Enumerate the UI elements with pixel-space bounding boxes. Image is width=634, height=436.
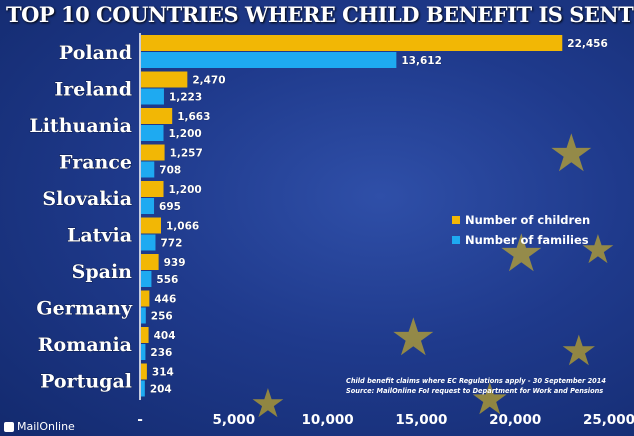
legend-swatch-children bbox=[452, 216, 460, 224]
bar-families bbox=[141, 88, 164, 105]
bar-families bbox=[141, 161, 155, 178]
data-label-children: 404 bbox=[154, 330, 176, 342]
data-label-families: 13,612 bbox=[401, 55, 442, 67]
star-icon: ★ bbox=[548, 124, 595, 184]
category-label: Portugal bbox=[40, 371, 132, 393]
note-line-2: Source: MailOnline FoI request to Depart… bbox=[346, 387, 604, 395]
logo-icon bbox=[4, 421, 14, 432]
data-label-families: 236 bbox=[150, 347, 172, 359]
x-tick-label: 10,000 bbox=[302, 412, 354, 428]
bar-children bbox=[141, 35, 563, 51]
bar-children bbox=[141, 363, 147, 380]
brand-logo: MailOnline bbox=[4, 420, 75, 433]
x-tick-label: 25,000 bbox=[583, 412, 634, 428]
data-label-children: 1,257 bbox=[170, 148, 203, 160]
brand-name: MailOnline bbox=[17, 420, 75, 433]
data-label-children: 2,470 bbox=[192, 75, 225, 87]
data-label-families: 204 bbox=[150, 384, 172, 396]
x-tick-label: - bbox=[137, 412, 143, 428]
bar-children bbox=[141, 71, 188, 88]
bar-children bbox=[141, 327, 149, 343]
data-label-families: 695 bbox=[159, 201, 181, 213]
bar-families bbox=[141, 234, 156, 251]
chart-note: Child benefit claims where EC Regulation… bbox=[346, 376, 606, 396]
x-tick-label: 5,000 bbox=[212, 412, 255, 428]
bar-children bbox=[141, 108, 173, 124]
bar-children bbox=[141, 290, 150, 307]
category-label: Germany bbox=[36, 298, 133, 320]
data-label-families: 556 bbox=[156, 274, 178, 286]
bar-families bbox=[141, 52, 397, 68]
bar-children bbox=[141, 181, 164, 197]
legend: Number of children Number of families bbox=[452, 210, 590, 250]
bar-families bbox=[141, 125, 164, 141]
data-label-children: 314 bbox=[152, 367, 174, 379]
bar-families bbox=[141, 198, 155, 214]
data-label-families: 1,223 bbox=[169, 92, 202, 104]
bar-children bbox=[141, 144, 165, 161]
star-icon: ★ bbox=[580, 227, 616, 273]
star-icon: ★ bbox=[390, 308, 437, 368]
star-icon: ★ bbox=[470, 374, 510, 425]
data-label-families: 1,200 bbox=[169, 128, 202, 140]
x-tick-label: 20,000 bbox=[489, 412, 541, 428]
category-label: France bbox=[59, 152, 132, 174]
legend-swatch-families bbox=[452, 236, 460, 244]
bar-families bbox=[141, 344, 146, 360]
category-label: Latvia bbox=[67, 225, 132, 247]
data-label-families: 772 bbox=[160, 238, 182, 250]
bar-children bbox=[141, 254, 159, 270]
data-label-children: 1,663 bbox=[177, 111, 210, 123]
data-label-children: 1,200 bbox=[169, 184, 202, 196]
category-label: Lithuania bbox=[29, 115, 132, 137]
legend-item-families: Number of families bbox=[452, 230, 590, 250]
star-icon: ★ bbox=[498, 224, 545, 284]
data-label-children: 939 bbox=[164, 257, 186, 269]
category-label: Spain bbox=[72, 261, 133, 283]
bar-families bbox=[141, 380, 145, 397]
data-label-children: 1,066 bbox=[166, 221, 199, 233]
star-icon: ★ bbox=[250, 381, 286, 427]
star-icon: ★ bbox=[560, 326, 598, 375]
x-tick-label: 15,000 bbox=[395, 412, 447, 428]
chart-title: TOP 10 COUNTRIES WHERE CHILD BENEFIT IS … bbox=[6, 2, 634, 27]
data-label-children: 446 bbox=[154, 294, 176, 306]
data-label-children: 22,456 bbox=[567, 38, 608, 50]
data-label-families: 708 bbox=[159, 165, 181, 177]
note-line-1: Child benefit claims where EC Regulation… bbox=[346, 377, 606, 385]
bar-families bbox=[141, 271, 152, 287]
category-label: Poland bbox=[59, 42, 132, 64]
legend-item-children: Number of children bbox=[452, 210, 590, 230]
legend-label-children: Number of children bbox=[465, 213, 591, 227]
legend-label-families: Number of families bbox=[465, 233, 589, 247]
data-label-families: 256 bbox=[151, 311, 173, 323]
category-label: Romania bbox=[38, 334, 132, 356]
category-label: Ireland bbox=[54, 79, 132, 101]
bar-children bbox=[141, 217, 161, 234]
bar-families bbox=[141, 307, 146, 324]
category-label: Slovakia bbox=[42, 188, 132, 210]
